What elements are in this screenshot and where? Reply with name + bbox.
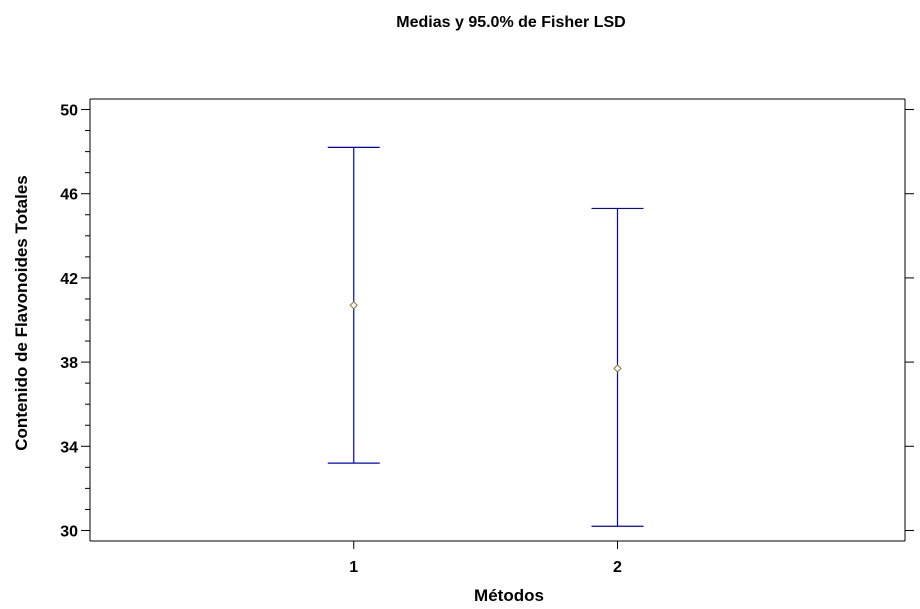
y-tick-label: 30 — [60, 523, 78, 540]
y-axis-label: Contenido de Flavonoides Totales — [12, 175, 31, 451]
y-axis: 30 34 38 42 46 50 — [60, 103, 914, 540]
x-tick-label: 1 — [349, 559, 358, 576]
mean-marker — [613, 364, 622, 373]
x-axis-label: Métodos — [474, 586, 544, 605]
y-tick-label: 46 — [60, 187, 78, 204]
y-tick-label: 42 — [60, 271, 78, 288]
mean-marker — [349, 301, 358, 310]
plot-frame — [89, 98, 906, 542]
x-tick-label: 2 — [613, 559, 622, 576]
y-tick-label: 50 — [60, 103, 78, 120]
y-tick-label: 38 — [60, 355, 78, 372]
y-tick-label: 34 — [60, 439, 78, 456]
chart-title: Medias y 95.0% de Fisher LSD — [396, 14, 625, 31]
interval-series — [327, 146, 644, 527]
